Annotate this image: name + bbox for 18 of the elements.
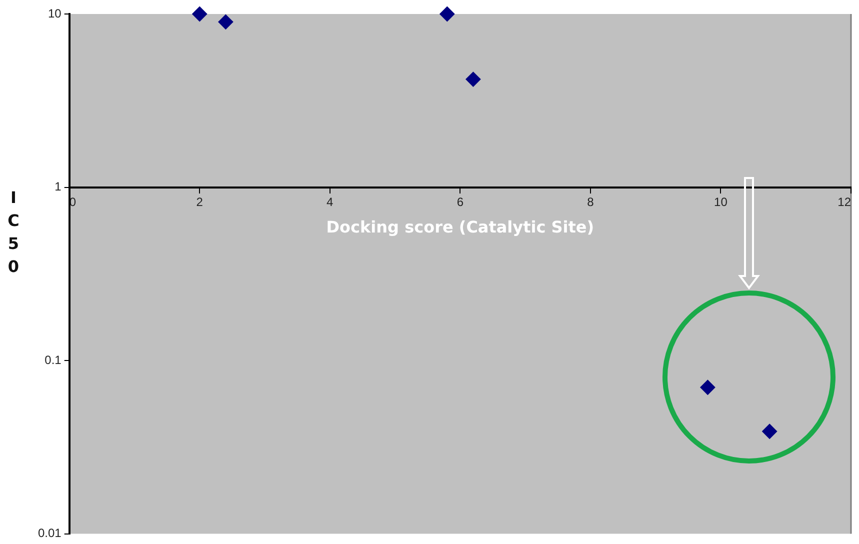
point: [762, 424, 778, 439]
point: [466, 72, 481, 87]
y-tick-label: 10: [48, 6, 62, 20]
y-tick-label: 1: [54, 180, 62, 194]
x-tick-label: 8: [587, 194, 594, 209]
point: [700, 380, 716, 395]
x-tick-label: 2: [196, 194, 204, 209]
point: [218, 14, 234, 30]
y-tick-label: 0.1: [44, 352, 62, 367]
point: [440, 6, 455, 22]
x-tick-label: 12: [838, 194, 852, 209]
x-tick-label: 6: [456, 194, 464, 209]
x-axis-title: Docking score (Catalytic Site): [326, 217, 594, 236]
point: [192, 6, 208, 22]
y-tick-label: 0.01: [38, 526, 62, 540]
x-tick-label: 4: [326, 194, 334, 209]
y-axis-title: IC50: [4, 188, 23, 280]
x-tick-label: 10: [714, 194, 728, 209]
